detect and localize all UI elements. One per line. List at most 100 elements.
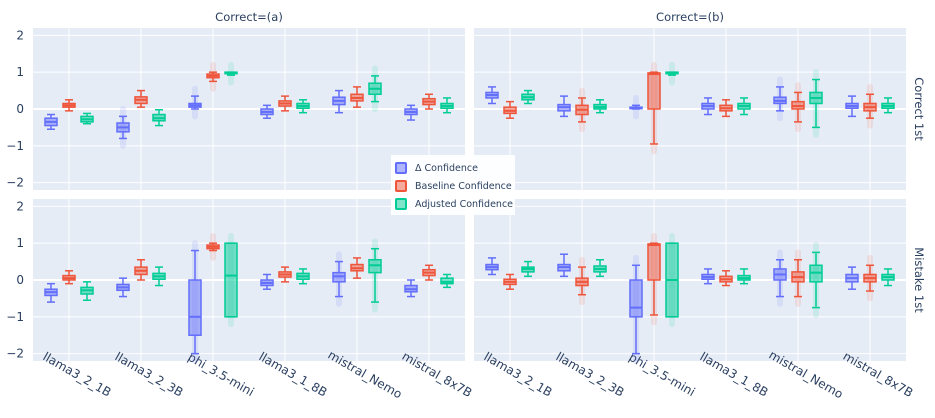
box-1-4 bbox=[350, 86, 364, 108]
column-title: Correct=(a) bbox=[215, 10, 283, 24]
legend-item-adjusted[interactable]: Adjusted Confidence bbox=[395, 195, 513, 213]
box-2-0 bbox=[521, 89, 535, 105]
box-0-3 bbox=[260, 104, 274, 119]
box-1-5 bbox=[863, 83, 877, 129]
box-2-3 bbox=[296, 99, 310, 114]
box-2-0 bbox=[80, 112, 94, 125]
box-1-1 bbox=[575, 256, 589, 306]
box-1-4 bbox=[791, 249, 805, 307]
y-tick-label: 0 bbox=[16, 273, 24, 287]
box-1-2 bbox=[647, 61, 661, 155]
legend-swatch-baseline bbox=[395, 180, 407, 192]
box-2-2 bbox=[224, 232, 238, 328]
box-body bbox=[188, 279, 202, 336]
box-1-0 bbox=[62, 99, 76, 112]
box-1-3 bbox=[719, 270, 733, 287]
y-tick-label: 2 bbox=[16, 199, 24, 213]
row-title: Mistake 1st bbox=[912, 247, 926, 313]
box-0-4 bbox=[773, 249, 787, 307]
legend-label-adjusted: Adjusted Confidence bbox=[415, 198, 514, 210]
box-0-2 bbox=[188, 85, 202, 120]
box-0-2 bbox=[629, 94, 643, 120]
y-tick-label: −1 bbox=[6, 310, 24, 324]
legend-item-delta[interactable]: Δ Confidence bbox=[395, 159, 478, 177]
box-0-0 bbox=[485, 86, 499, 105]
box-1-3 bbox=[278, 266, 292, 283]
box-2-5 bbox=[440, 97, 454, 114]
legend: Δ Confidence Baseline Confidence Adjuste… bbox=[391, 155, 515, 215]
box-1-2 bbox=[647, 232, 661, 326]
y-tick-label: 1 bbox=[16, 236, 24, 250]
box-0-1 bbox=[116, 106, 130, 149]
box-2-3 bbox=[737, 268, 751, 285]
box-2-5 bbox=[881, 268, 895, 287]
box-1-4 bbox=[791, 82, 805, 133]
column-title: Correct=(b) bbox=[656, 10, 724, 24]
y-tick-label: −1 bbox=[6, 139, 24, 153]
box-2-3 bbox=[737, 97, 751, 116]
box-1-0 bbox=[62, 270, 76, 285]
box-0-1 bbox=[116, 277, 130, 298]
box-0-5 bbox=[845, 95, 859, 118]
box-body bbox=[629, 279, 643, 318]
box-2-1 bbox=[593, 259, 607, 278]
box-body bbox=[224, 242, 238, 318]
box-2-4 bbox=[809, 69, 823, 138]
box-2-1 bbox=[152, 108, 166, 127]
box-2-1 bbox=[152, 266, 166, 287]
box-1-1 bbox=[575, 87, 589, 133]
box-0-1 bbox=[557, 253, 571, 278]
box-2-2 bbox=[665, 61, 679, 86]
y-tick-label: 1 bbox=[16, 65, 24, 79]
box-0-5 bbox=[404, 104, 418, 121]
box-body bbox=[647, 243, 661, 281]
y-tick-label: 2 bbox=[16, 28, 24, 42]
box-body bbox=[647, 72, 661, 110]
box-2-4 bbox=[368, 65, 382, 112]
y-tick-label: 0 bbox=[16, 102, 24, 116]
box-1-3 bbox=[278, 95, 292, 112]
box-0-5 bbox=[404, 279, 418, 298]
box-1-1 bbox=[134, 259, 148, 281]
box-1-0 bbox=[503, 100, 517, 119]
y-tick-label: −2 bbox=[6, 347, 24, 361]
box-2-4 bbox=[368, 238, 382, 313]
legend-swatch-adjusted bbox=[395, 198, 407, 210]
box-1-1 bbox=[134, 89, 148, 108]
box-2-3 bbox=[296, 268, 310, 285]
box-1-2 bbox=[206, 61, 220, 92]
box-1-3 bbox=[719, 99, 733, 118]
box-0-3 bbox=[260, 273, 274, 290]
legend-label-baseline: Baseline Confidence bbox=[415, 180, 512, 192]
box-0-1 bbox=[557, 95, 571, 118]
y-tick-label: −2 bbox=[6, 176, 24, 190]
box-0-0 bbox=[485, 257, 499, 276]
box-2-2 bbox=[224, 61, 238, 86]
box-0-0 bbox=[44, 282, 58, 303]
box-0-2 bbox=[188, 240, 202, 364]
box-1-0 bbox=[503, 273, 517, 290]
row-title: Correct 1st bbox=[912, 77, 926, 141]
box-2-5 bbox=[881, 97, 895, 114]
box-2-0 bbox=[80, 281, 94, 301]
box-2-1 bbox=[593, 99, 607, 114]
box-1-2 bbox=[206, 232, 220, 261]
legend-item-baseline[interactable]: Baseline Confidence bbox=[395, 177, 512, 195]
legend-swatch-delta bbox=[395, 162, 407, 174]
box-2-0 bbox=[521, 260, 535, 278]
box-1-5 bbox=[422, 264, 436, 281]
box-1-5 bbox=[422, 93, 436, 110]
box-0-0 bbox=[44, 113, 58, 130]
box-1-4 bbox=[350, 257, 364, 279]
box-0-4 bbox=[773, 76, 787, 122]
box-0-2 bbox=[629, 254, 643, 364]
legend-label-delta: Δ Confidence bbox=[415, 162, 478, 174]
box-0-3 bbox=[701, 97, 715, 116]
box-2-5 bbox=[440, 273, 454, 289]
box-0-4 bbox=[332, 89, 346, 114]
box-0-3 bbox=[701, 268, 715, 285]
box-2-4 bbox=[809, 242, 823, 318]
box-0-4 bbox=[332, 251, 346, 307]
box-1-5 bbox=[863, 254, 877, 302]
